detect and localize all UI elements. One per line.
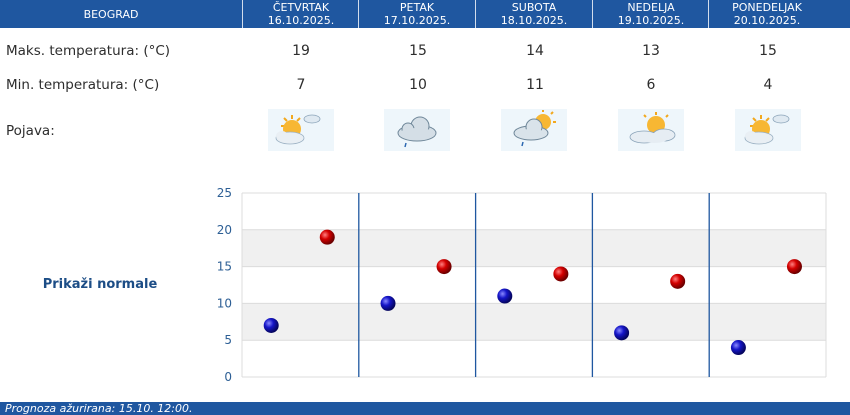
y-tick-label: 5 bbox=[224, 333, 232, 347]
grid-band bbox=[242, 266, 826, 304]
day-name: PONEDELJAK bbox=[732, 1, 802, 14]
header-divider bbox=[358, 0, 359, 28]
grid-band bbox=[242, 340, 826, 377]
max-temp-point bbox=[436, 259, 452, 275]
grid-band bbox=[242, 193, 826, 230]
forecast-footer: Prognoza ažurirana: 15.10. 12:00. bbox=[0, 402, 850, 415]
cloud-sun-rain-icon bbox=[501, 109, 567, 151]
sun-cloud-icon bbox=[268, 109, 334, 151]
max-temp-value: 15 bbox=[759, 43, 777, 59]
grid-band bbox=[242, 229, 826, 267]
header-divider bbox=[475, 0, 476, 28]
min-temp-value: 10 bbox=[409, 77, 427, 93]
phenomenon-label: Pojava: bbox=[6, 123, 55, 139]
max-temp-value: 13 bbox=[642, 43, 660, 59]
day-name: NEDELJA bbox=[627, 1, 675, 14]
min-temp-value: 4 bbox=[763, 77, 773, 93]
show-normals-link[interactable]: Prikaži normale bbox=[42, 277, 158, 292]
day-date: 19.10.2025. bbox=[617, 14, 685, 27]
header-divider bbox=[592, 0, 593, 28]
min-temp-point bbox=[263, 317, 279, 333]
day-name: PETAK bbox=[399, 1, 435, 14]
day-date: 16.10.2025. bbox=[267, 14, 335, 27]
day-date: 20.10.2025. bbox=[733, 14, 801, 27]
max-temp-label: Maks. temperatura: (°C) bbox=[6, 43, 171, 59]
header-divider bbox=[242, 0, 243, 28]
day-name: SUBOTA bbox=[511, 1, 557, 14]
day-header: ČETVRTAK 16.10.2025. bbox=[243, 1, 359, 27]
y-tick-label: 0 bbox=[224, 370, 232, 384]
min-temp-point bbox=[730, 340, 746, 356]
day-header: PETAK 17.10.2025. bbox=[359, 1, 475, 27]
day-date: 18.10.2025. bbox=[500, 14, 568, 27]
max-temp-value: 19 bbox=[292, 43, 310, 59]
min-temp-point bbox=[614, 325, 630, 341]
y-tick-label: 25 bbox=[217, 186, 232, 200]
min-temp-value: 6 bbox=[646, 77, 656, 93]
updated-timestamp: Prognoza ažurirana: 15.10. 12:00. bbox=[5, 402, 193, 415]
max-temp-value: 15 bbox=[409, 43, 427, 59]
day-header: NEDELJA 19.10.2025. bbox=[593, 1, 709, 27]
max-temp-point bbox=[319, 229, 335, 245]
day-date: 17.10.2025. bbox=[383, 14, 451, 27]
day-header: SUBOTA 18.10.2025. bbox=[476, 1, 592, 27]
day-name: ČETVRTAK bbox=[272, 1, 330, 14]
max-temp-point bbox=[786, 259, 802, 275]
grid-band bbox=[242, 303, 826, 341]
sun-cloud-icon bbox=[735, 109, 801, 151]
city-name: BEOGRAD bbox=[83, 8, 139, 21]
max-temp-point bbox=[553, 266, 569, 282]
day-header: PONEDELJAK 20.10.2025. bbox=[709, 1, 825, 27]
cloud-rain-icon bbox=[384, 109, 450, 151]
min-temp-point bbox=[497, 288, 513, 304]
max-temp-point bbox=[670, 273, 686, 289]
temperature-chart: 0 5 10 15 20 25 bbox=[217, 186, 827, 384]
forecast-header: BEOGRAD ČETVRTAK 16.10.2025. PETAK 17.10… bbox=[0, 0, 850, 28]
y-tick-label: 15 bbox=[217, 260, 232, 274]
min-temp-value: 7 bbox=[296, 77, 306, 93]
min-temp-point bbox=[380, 295, 396, 311]
header-divider bbox=[708, 0, 709, 28]
y-tick-label: 20 bbox=[217, 223, 232, 237]
min-temp-label: Min. temperatura: (°C) bbox=[6, 77, 160, 93]
sun-clouds-icon bbox=[618, 109, 684, 151]
min-temp-value: 11 bbox=[526, 77, 544, 93]
max-temp-value: 14 bbox=[526, 43, 544, 59]
y-tick-label: 10 bbox=[217, 296, 232, 310]
